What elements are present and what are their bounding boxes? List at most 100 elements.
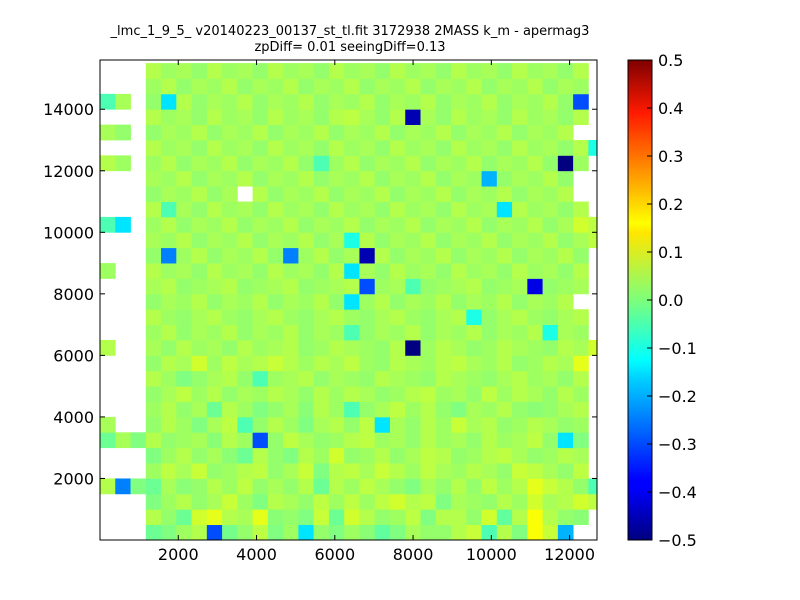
heatmap-cell — [405, 109, 421, 126]
heatmap-cell — [481, 416, 498, 433]
heatmap-cell — [435, 216, 452, 233]
heatmap-cell — [542, 263, 559, 279]
heatmap-cell — [359, 370, 376, 387]
colorbar-tick-label: 0.3 — [658, 147, 683, 166]
heatmap-cell — [222, 416, 238, 433]
heatmap-cell — [420, 93, 437, 110]
heatmap-cell — [145, 109, 162, 126]
heatmap-cell — [176, 155, 192, 172]
heatmap-cell — [237, 509, 254, 526]
heatmap-cell — [420, 278, 437, 295]
colorbar-tick-label: −0.2 — [658, 387, 697, 406]
heatmap-cell — [527, 278, 543, 295]
heatmap-cell — [542, 216, 559, 233]
heatmap-cell — [466, 463, 482, 479]
heatmap-cell — [222, 478, 238, 495]
heatmap-cell — [252, 186, 269, 202]
heatmap-cell — [359, 155, 376, 172]
heatmap-cell — [267, 232, 284, 249]
heatmap-cell — [344, 140, 360, 156]
heatmap-cell — [374, 432, 391, 449]
heatmap-cell — [481, 186, 498, 202]
heatmap-cell — [527, 509, 543, 526]
heatmap-cell — [359, 78, 376, 95]
heatmap-cell — [359, 340, 376, 356]
heatmap-cell — [191, 447, 208, 464]
heatmap-cell — [557, 309, 574, 326]
heatmap-cell — [481, 478, 498, 495]
heatmap-cell — [527, 386, 543, 402]
heatmap-cell — [435, 186, 452, 202]
heatmap-cell — [527, 324, 543, 341]
heatmap-cell — [359, 432, 376, 449]
heatmap-cell — [176, 324, 192, 341]
heatmap-cell — [237, 93, 254, 110]
heatmap-cell — [344, 278, 360, 295]
heatmap-cell — [389, 370, 406, 387]
y-tick-label: 8000 — [53, 285, 94, 304]
heatmap-cell — [191, 93, 208, 110]
heatmap-cell — [145, 201, 162, 218]
heatmap-cell — [542, 232, 559, 249]
heatmap-cell — [222, 278, 238, 295]
heatmap-cell — [237, 386, 254, 402]
heatmap-cell — [267, 370, 284, 387]
heatmap-cell — [298, 340, 315, 356]
heatmap-cell — [588, 493, 598, 510]
heatmap-cell — [252, 63, 269, 79]
heatmap-cell — [496, 478, 513, 495]
heatmap-cell — [512, 63, 528, 79]
heatmap-cell — [496, 340, 513, 356]
heatmap-cell — [206, 78, 223, 95]
heatmap-cell — [359, 401, 376, 418]
heatmap-cell — [313, 355, 330, 372]
colorbar-tick-label: 0.4 — [658, 99, 683, 118]
heatmap-cell — [313, 293, 330, 310]
heatmap-cell — [267, 78, 284, 95]
heatmap-cell — [512, 401, 528, 418]
heatmap-cell — [466, 93, 482, 110]
heatmap-cell — [557, 355, 574, 372]
heatmap-cell — [389, 386, 406, 402]
heatmap-cell — [206, 93, 223, 110]
heatmap-cell — [481, 155, 498, 172]
heatmap-cell — [191, 78, 208, 95]
heatmap-cell — [466, 263, 482, 279]
heatmap-cell — [176, 170, 192, 187]
heatmap-cell — [161, 401, 177, 418]
heatmap-cell — [374, 386, 391, 402]
heatmap-cell — [466, 293, 482, 310]
heatmap-cell — [374, 324, 391, 341]
heatmap-cell — [344, 340, 360, 356]
heatmap-cell — [496, 216, 513, 233]
heatmap-cell — [481, 401, 498, 418]
heatmap-cell — [573, 63, 589, 79]
heatmap-cell — [359, 463, 376, 479]
heatmap-cell — [405, 401, 421, 418]
heatmap-cell — [420, 263, 437, 279]
heatmap-cell — [420, 78, 437, 95]
heatmap-cell — [466, 63, 482, 79]
heatmap-cell — [466, 155, 482, 172]
heatmap-cell — [405, 432, 421, 449]
heatmap-cell — [420, 140, 437, 156]
heatmap-cell — [496, 401, 513, 418]
heatmap-cell — [389, 93, 406, 110]
heatmap-cell — [573, 232, 589, 249]
heatmap-cell — [252, 247, 269, 264]
heatmap-cell — [527, 524, 543, 541]
heatmap-cell — [451, 324, 467, 341]
heatmap-cell — [512, 432, 528, 449]
heatmap-cell — [298, 263, 315, 279]
heatmap-cell — [405, 247, 421, 264]
heatmap-cell — [267, 340, 284, 356]
heatmap-cell — [512, 155, 528, 172]
heatmap-cell — [176, 416, 192, 433]
heatmap-cell — [405, 93, 421, 110]
heatmap-cell — [145, 93, 162, 110]
heatmap-cell — [557, 493, 574, 510]
heatmap-cell — [420, 370, 437, 387]
heatmap-cell — [481, 140, 498, 156]
heatmap-cell — [237, 78, 254, 95]
